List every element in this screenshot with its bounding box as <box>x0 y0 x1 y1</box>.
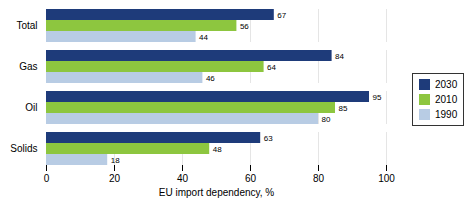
html-text:1990: 1990 <box>435 109 458 120</box>
svg-text:20: 20 <box>109 173 121 184</box>
svg-text:Gas: Gas <box>19 61 37 72</box>
svg-text:Solids: Solids <box>10 143 37 154</box>
svg-text:67: 67 <box>277 11 286 20</box>
svg-text:48: 48 <box>213 145 222 154</box>
svg-text:60: 60 <box>245 173 257 184</box>
svg-text:80: 80 <box>313 173 325 184</box>
svg-text:EU import dependency, %: EU import dependency, % <box>159 187 275 198</box>
svg-text:18: 18 <box>111 156 120 165</box>
html-text:2030: 2030 <box>435 79 458 90</box>
svg-text:100: 100 <box>378 173 395 184</box>
svg-text:64: 64 <box>267 63 276 72</box>
svg-text:44: 44 <box>199 33 208 42</box>
svg-text:Oil: Oil <box>25 102 37 113</box>
svg-text:40: 40 <box>177 173 189 184</box>
svg-text:0: 0 <box>44 173 50 184</box>
svg-text:63: 63 <box>264 134 273 143</box>
svg-text:95: 95 <box>373 93 382 102</box>
svg-text:56: 56 <box>240 22 249 31</box>
html-text:2010: 2010 <box>435 94 458 105</box>
svg-text:84: 84 <box>335 52 344 61</box>
svg-text:46: 46 <box>206 74 215 83</box>
svg-text:85: 85 <box>339 104 348 113</box>
svg-text:80: 80 <box>322 115 331 124</box>
svg-text:Total: Total <box>16 20 37 31</box>
